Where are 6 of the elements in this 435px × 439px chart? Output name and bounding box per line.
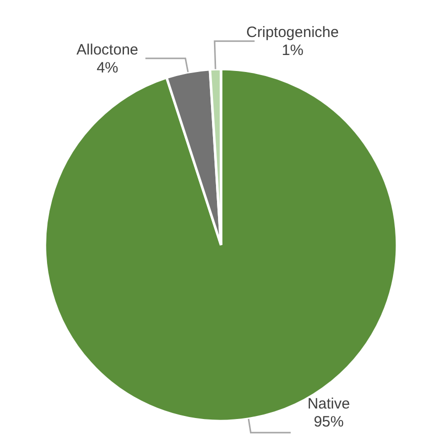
- slice-label: Criptogeniche: [246, 24, 339, 42]
- data-label: 95%: [314, 414, 344, 431]
- slice-label: Native: [307, 396, 350, 413]
- data-label: 4%: [96, 59, 118, 76]
- data-label: 1%: [282, 42, 304, 60]
- slice-label: Alloctone: [76, 41, 138, 58]
